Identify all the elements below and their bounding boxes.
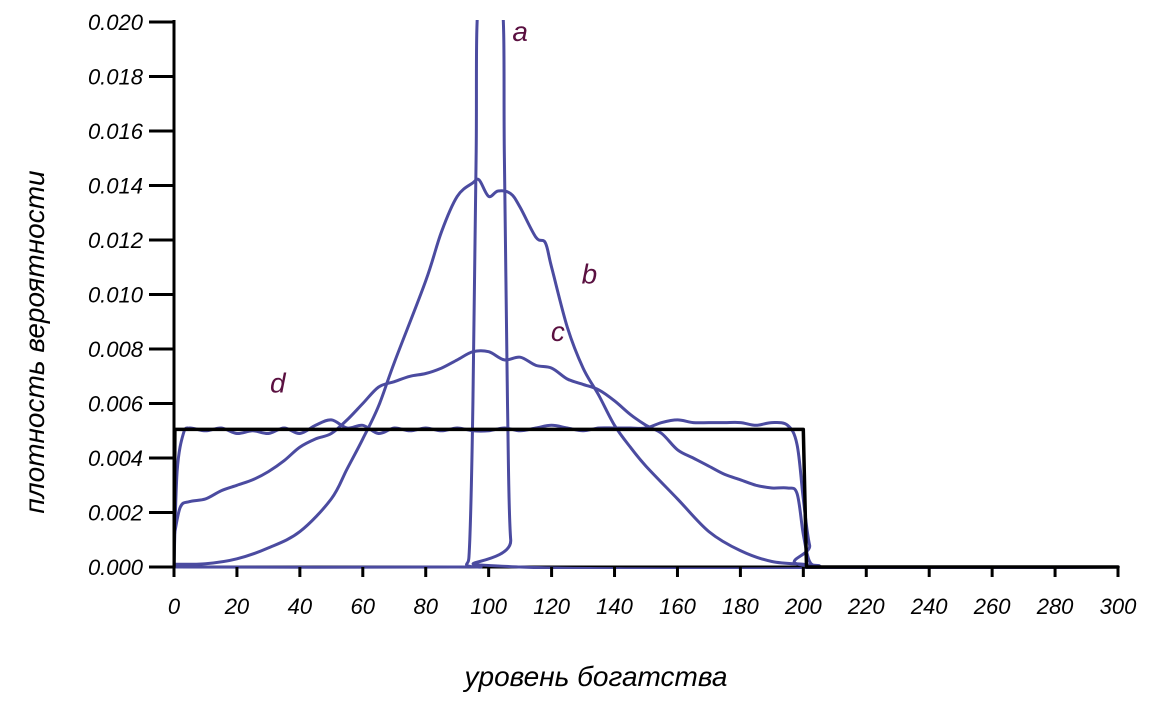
x-tick-label: 140 [596, 594, 633, 619]
y-tick-label: 0.006 [88, 392, 144, 417]
y-tick-label: 0.020 [88, 10, 144, 35]
series-c-label: c [551, 316, 565, 347]
x-tick-label: 220 [847, 594, 885, 619]
series-b-line [174, 177, 1120, 569]
x-axis-title: уровень богатства [463, 661, 728, 692]
y-tick-label: 0.018 [88, 65, 144, 90]
x-tick-label: 0 [168, 594, 181, 619]
y-tick-label: 0.004 [88, 446, 143, 471]
y-tick-label: 0.014 [88, 174, 143, 199]
series-a-label: a [512, 16, 528, 47]
x-tick-label: 100 [470, 594, 507, 619]
y-tick-label: 0.008 [88, 337, 144, 362]
series-3-line [174, 418, 1120, 569]
series-d-line [174, 427, 1120, 569]
x-tick-label: 80 [413, 594, 438, 619]
x-tick-label: 160 [659, 594, 696, 619]
x-tick-label: 120 [533, 594, 570, 619]
x-tick-label: 180 [722, 594, 759, 619]
x-tick-label: 200 [784, 594, 822, 619]
x-tick-label: 300 [1100, 594, 1137, 619]
y-tick-label: 0.000 [88, 555, 144, 580]
x-tick-label: 260 [973, 594, 1011, 619]
x-tick-label: 20 [224, 594, 250, 619]
y-tick-label: 0.010 [88, 283, 144, 308]
y-axis-title: плотность вероятности [19, 170, 50, 514]
series-b-label: b [582, 259, 598, 290]
x-tick-label: 60 [351, 594, 376, 619]
y-tick-label: 0.012 [88, 228, 143, 253]
series-c-line [174, 349, 1120, 569]
y-tick-label: 0.002 [88, 501, 143, 526]
x-tick-label: 240 [910, 594, 948, 619]
y-tick-label: 0.016 [88, 119, 144, 144]
x-tick-label: 40 [288, 594, 313, 619]
x-tick-label: 280 [1036, 594, 1074, 619]
series-a-line [174, 20, 1120, 569]
series-d-label: d [270, 368, 287, 399]
